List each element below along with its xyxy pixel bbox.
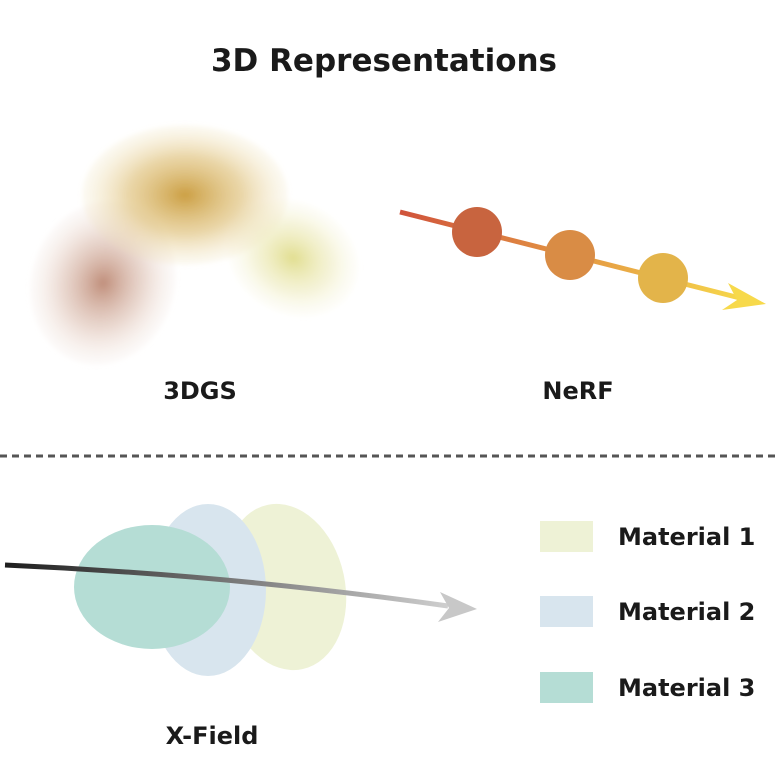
nerf-sample-2 (545, 230, 595, 280)
nerf-ray-arrowhead (722, 283, 766, 310)
gaussian-splats-illustration (29, 125, 359, 366)
material-3-region (74, 525, 230, 649)
legend: Material 1 Material 2 Material 3 (540, 521, 755, 703)
legend-label-material-1: Material 1 (618, 523, 755, 551)
nerf-sample-1 (452, 207, 502, 257)
xfield-ray-arrowhead (438, 592, 477, 622)
legend-label-material-3: Material 3 (618, 674, 755, 702)
legend-swatch-material-2 (540, 596, 593, 627)
legend-swatch-material-1 (540, 521, 593, 552)
page-title: 3D Representations (211, 43, 557, 79)
nerf-illustration (399, 207, 766, 310)
nerf-sample-3 (638, 253, 688, 303)
legend-label-material-2: Material 2 (618, 598, 755, 626)
label-nerf: NeRF (542, 377, 613, 405)
label-3dgs: 3DGS (163, 377, 237, 405)
gaussian-gold (82, 125, 288, 265)
xfield-ray (4, 562, 449, 609)
xfield-illustration (4, 503, 477, 676)
label-xfield: X-Field (166, 722, 259, 750)
legend-swatch-material-3 (540, 672, 593, 703)
